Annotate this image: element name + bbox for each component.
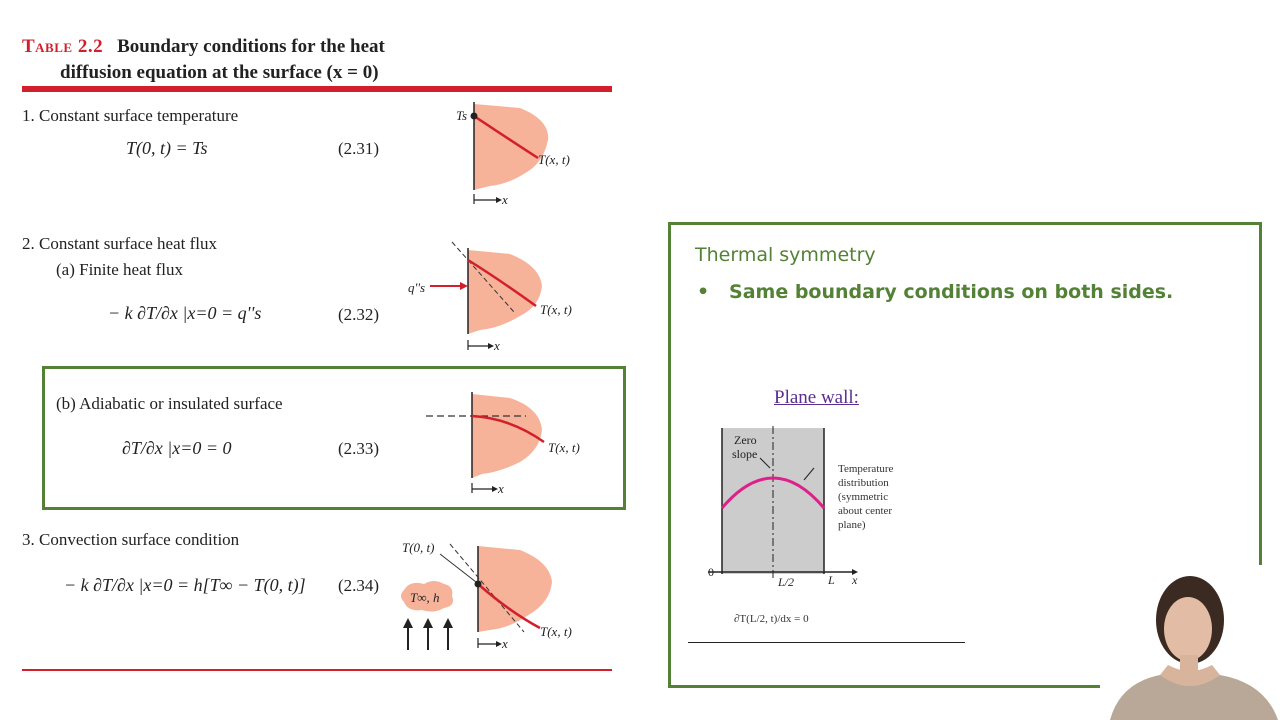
row1-temperature-curve xyxy=(473,114,539,160)
row3-flow-arrows xyxy=(403,618,453,650)
plane-wall-diagram: Zero slope Temperature distribution (symm… xyxy=(708,426,896,625)
row3-fluid-cloud xyxy=(401,581,453,612)
zero-slope-label: Zero slope xyxy=(732,433,757,461)
diagram-rule xyxy=(688,642,965,643)
row1-surface-point xyxy=(470,112,478,120)
row2b-eq-number: (2.33) xyxy=(338,439,380,458)
row2a-solid-region xyxy=(468,250,542,334)
row2a-equation: − k ∂T/∂x |x=0 = q''s xyxy=(108,303,262,323)
row2a-eq-number: (2.32) xyxy=(338,305,380,324)
row1-ts-label: Ts xyxy=(456,108,467,123)
row1-equation: T(0, t) = Ts xyxy=(126,138,208,158)
presenter-video xyxy=(1100,565,1280,720)
presenter-silhouette xyxy=(1100,565,1280,720)
row1-x-label: x xyxy=(501,192,508,207)
row2a-q-label: q''s xyxy=(408,280,425,295)
panel-bullet: • Same boundary conditions on both sides… xyxy=(697,281,1173,303)
row2b-temperature-curve xyxy=(471,414,545,444)
table-title: Table 2.2 Boundary conditions for the hea… xyxy=(22,34,385,86)
row2a-temperature-curve xyxy=(467,258,537,308)
row1-diagram: Ts T(x, t) x xyxy=(456,102,570,207)
row3-solid-region xyxy=(478,546,552,632)
row3-t0-label: T(0, t) xyxy=(402,540,435,555)
row2b-equation: ∂T/∂x |x=0 = 0 xyxy=(122,438,232,458)
temp-distribution-label: Temperature distribution (symmetric abou… xyxy=(838,463,896,531)
row1-eq-number: (2.31) xyxy=(338,139,380,158)
row3-tangent-line xyxy=(449,543,525,633)
row3-equation: − k ∂T/∂x |x=0 = h[T∞ − T(0, t)] xyxy=(64,575,306,595)
row1-heading: 1. Constant surface temperature xyxy=(22,106,239,125)
row1-solid-region xyxy=(474,104,549,190)
row2b-txt-label: T(x, t) xyxy=(548,440,580,455)
symmetry-panel xyxy=(668,222,1262,688)
axis-zero-label: 0 xyxy=(708,565,714,579)
row3-diagram: T(0, t) T∞, h T(x, t) x xyxy=(401,540,572,651)
row2b-x-label: x xyxy=(497,481,504,496)
axis-l-label: L xyxy=(827,573,835,587)
row3-txt-label: T(x, t) xyxy=(540,624,572,639)
table-top-rule xyxy=(22,86,612,92)
table-bottom-rule xyxy=(22,669,612,671)
panel-title: Thermal symmetry xyxy=(695,244,876,266)
axis-x-label: x xyxy=(851,573,858,587)
temperature-profile-curve xyxy=(720,476,826,509)
row2a-txt-label: T(x, t) xyxy=(540,302,572,317)
bullet-dot: • xyxy=(697,281,710,303)
row3-x-label: x xyxy=(501,636,508,651)
row2b-solid-region xyxy=(472,394,542,478)
table-label: Table 2.2 xyxy=(22,36,104,57)
table-title-line1: Boundary conditions for the heat xyxy=(117,36,385,57)
row3-eq-number: (2.34) xyxy=(338,576,380,595)
row3-tinf-label: T∞, h xyxy=(410,590,440,605)
row3-surface-point xyxy=(474,580,482,588)
symmetry-bc-equation: ∂T(L/2, t)/dx = 0 xyxy=(734,613,809,625)
row2b-diagram: T(x, t) x xyxy=(426,392,580,496)
row2b-subheading: (b) Adiabatic or insulated surface xyxy=(56,394,283,413)
row2a-x-label: x xyxy=(493,338,500,353)
row1-txt-label: T(x, t) xyxy=(538,152,570,167)
row2a-subheading: (a) Finite heat flux xyxy=(56,260,183,279)
plane-wall-link[interactable]: Plane wall: xyxy=(774,387,859,408)
panel-bullet-text: Same boundary conditions on both sides. xyxy=(729,281,1174,303)
axis-half-label: L/2 xyxy=(777,575,794,589)
row2b-highlight-box xyxy=(42,366,626,510)
table-title-line2: diffusion equation at the surface (x = 0… xyxy=(60,62,379,83)
row3-temperature-curve xyxy=(477,583,541,630)
row3-heading: 3. Convection surface condition xyxy=(22,530,240,549)
row2-heading: 2. Constant surface heat flux xyxy=(22,234,217,253)
row2a-diagram: q''s T(x, t) x xyxy=(408,241,572,353)
